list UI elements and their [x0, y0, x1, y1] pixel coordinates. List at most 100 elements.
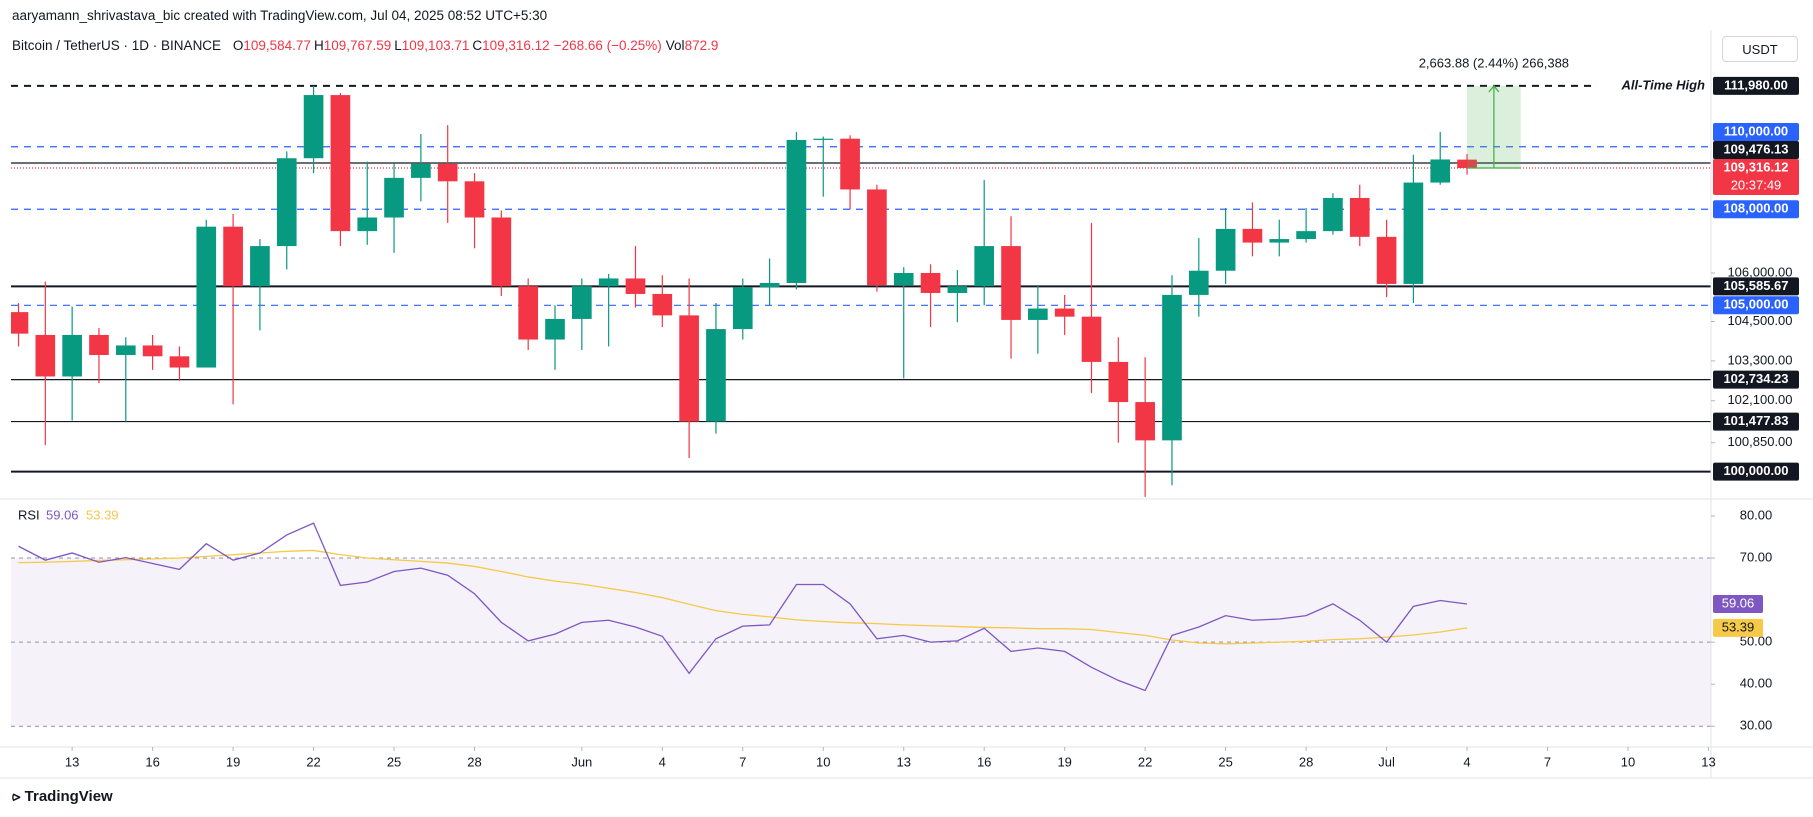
rsi-line — [18, 522, 1468, 692]
candle-body — [518, 286, 539, 340]
rsi-value-label: 53.39 — [1722, 619, 1755, 634]
y-tick-label: 103,300.00 — [1727, 352, 1792, 367]
level-label: 110,000.00 — [1724, 123, 1788, 138]
candle-body — [223, 226, 243, 287]
x-tick-label: 7 — [1544, 754, 1551, 769]
candle-body — [357, 217, 378, 232]
level-label: 111,980.00 — [1724, 77, 1788, 92]
candle-body — [250, 246, 270, 287]
candle-body — [1188, 270, 1209, 295]
candle-body — [89, 334, 109, 355]
logo[interactable]: ⪧ TradingView — [12, 788, 113, 805]
candle-body — [732, 287, 753, 330]
attribution: aaryamann_shrivastava_bic created with T… — [12, 8, 548, 23]
candle-body — [893, 272, 914, 286]
x-tick-label: 22 — [1138, 754, 1152, 769]
candle-body — [303, 95, 324, 159]
ohlc-item: H109,767.59 — [314, 38, 391, 53]
symbol: Bitcoin / TetherUS · 1D · BINANCE — [12, 38, 222, 53]
x-tick-label: 10 — [816, 754, 830, 769]
candle-body — [491, 217, 512, 287]
candle-body — [115, 345, 136, 355]
candle-body — [1108, 361, 1129, 403]
candle-body — [947, 286, 968, 293]
level-label: 105,585.67 — [1723, 278, 1788, 293]
candle-body — [384, 177, 404, 218]
ohlc-value: 109,767.59 — [323, 38, 392, 53]
y-tick-label: 40.00 — [1740, 676, 1773, 691]
y-tick-label: 106,000.00 — [1727, 264, 1792, 279]
candle-body — [598, 278, 619, 287]
rsi-band — [11, 558, 1711, 727]
level-label: 101,477.83 — [1723, 413, 1788, 428]
ohlc-value: 109,316.12 — [482, 38, 550, 53]
x-tick-label: 7 — [739, 754, 746, 769]
level-label-bg — [1713, 76, 1799, 95]
candle-body — [786, 139, 807, 283]
candle-body — [1001, 246, 1021, 320]
candle-body — [1296, 231, 1316, 240]
ohlc-key: C — [472, 38, 483, 53]
candle-body — [625, 278, 646, 294]
level-label-bg — [1713, 370, 1799, 389]
candle-body — [1162, 294, 1182, 441]
ohlc-key: L — [394, 38, 402, 53]
candle-body — [1215, 228, 1236, 271]
candle-body — [1135, 402, 1155, 441]
candle-body — [679, 315, 699, 422]
level-note: All-Time High — [1620, 77, 1705, 92]
volume: Vol872.9 — [666, 38, 719, 53]
level-label-bg — [1713, 200, 1799, 219]
level-label-bg — [1713, 296, 1799, 315]
x-tick-label: 4 — [659, 754, 666, 769]
x-tick-label: 10 — [1621, 754, 1635, 769]
candle-body — [62, 334, 82, 377]
candle-body — [571, 286, 592, 319]
candle-body — [706, 329, 726, 422]
x-tick-label: 13 — [65, 754, 79, 769]
currency-button[interactable]: USDT — [1722, 36, 1798, 62]
level-label: 102,734.23 — [1723, 371, 1788, 386]
x-tick-label: 22 — [306, 754, 320, 769]
candle-body — [974, 246, 995, 287]
ohlc-key: H — [313, 38, 324, 53]
candle-body — [652, 293, 673, 316]
ohlc-key: O — [232, 38, 244, 53]
change: −268.66 (−0.25%) — [553, 38, 662, 53]
y-tick-label: 30.00 — [1740, 718, 1773, 733]
x-tick-label: Jun — [571, 754, 592, 769]
candle-body — [1349, 197, 1370, 237]
axes: 106,000.00 104,500.00 103,300.00 102,100.00… — [0, 30, 1813, 779]
x-tick-label: 16 — [977, 754, 991, 769]
rsi-value-bg — [1713, 618, 1763, 637]
level-label-bg — [1713, 277, 1799, 296]
candle-body — [545, 318, 565, 340]
candle-body — [920, 272, 941, 293]
y-tick-label: 100,850.00 — [1727, 434, 1792, 449]
candle-body — [276, 158, 297, 247]
candle-body — [1323, 197, 1343, 232]
candle-body — [840, 138, 860, 190]
x-tick-label: 4 — [1463, 754, 1470, 769]
level-label-bg — [1713, 140, 1799, 159]
candle-body — [1376, 236, 1397, 284]
candle-body — [813, 138, 834, 140]
x-tick-label: 25 — [1218, 754, 1232, 769]
y-tick-label: 80.00 — [1740, 507, 1773, 522]
x-tick-label: 13 — [1701, 754, 1715, 769]
level-label-bg — [1713, 122, 1799, 141]
x-tick-label: 19 — [1057, 754, 1071, 769]
x-tick-label: 25 — [387, 754, 401, 769]
x-tick-label: 28 — [1299, 754, 1313, 769]
x-tick-label: 19 — [226, 754, 240, 769]
candle-body — [1242, 228, 1263, 243]
x-tick-label: 13 — [896, 754, 910, 769]
candle-body — [1430, 159, 1451, 183]
rsi-value-bg — [1713, 595, 1763, 614]
candle-body — [169, 356, 190, 368]
level-label-bg — [1713, 462, 1799, 481]
candle-body — [142, 345, 163, 357]
y-tick-label: 104,500.00 — [1727, 313, 1792, 328]
ohlc-item: C109,316.12 — [472, 38, 549, 53]
